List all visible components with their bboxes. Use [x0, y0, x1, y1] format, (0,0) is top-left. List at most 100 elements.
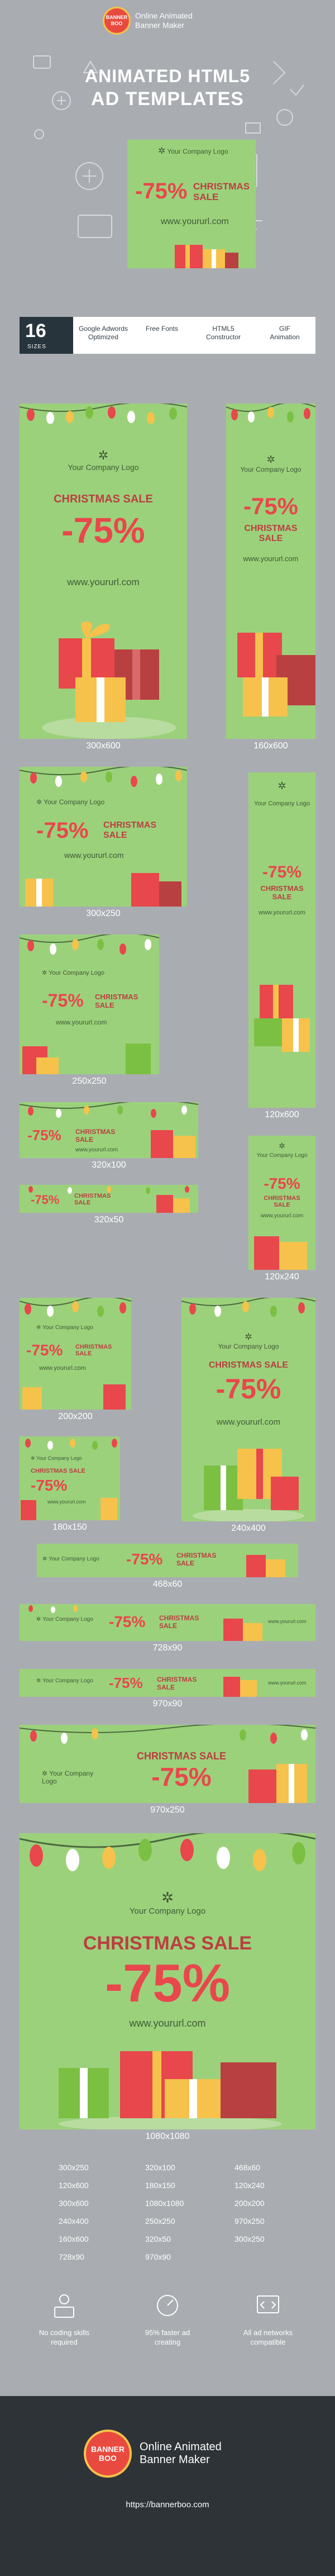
snowflake-icon: ✲	[279, 1141, 285, 1150]
brand-logo[interactable]: BANNER BOO Online Animated Banner Maker	[103, 7, 237, 35]
ad-discount: -75%	[27, 1127, 61, 1144]
snowflake-icon: ✲	[245, 1332, 252, 1342]
ad-logo: Your Company Logo	[256, 1152, 308, 1159]
size-list-item: 300x250	[59, 2163, 89, 2172]
snowflake-icon: ✲	[277, 780, 286, 791]
size-list-item: 970x90	[145, 2252, 171, 2261]
ad-970x250[interactable]: ✲ Your Company Logo CHRISTMAS SALE -75%	[20, 1725, 315, 1803]
header: BANNER BOO Online Animated Banner Maker …	[0, 0, 335, 313]
string-lights	[20, 934, 159, 955]
gift-boxes-icon	[22, 1043, 151, 1074]
footer-url-link[interactable]: https://bannerboo.com	[126, 2500, 209, 2509]
size-list-item: 970x250	[234, 2217, 265, 2226]
size-caption-160x600: 160x600	[253, 741, 288, 751]
ad-320x50[interactable]: -75% CHRISTMAS SALE	[20, 1185, 198, 1213]
ad-728x90[interactable]: ✲ Your Company Logo -75% CHRISTMAS SALE …	[20, 1604, 315, 1641]
ad-120x240[interactable]: ✲ Your Company Logo -75% CHRISTMAS SALE …	[248, 1136, 315, 1270]
size-caption-180x150: 180x150	[52, 1522, 87, 1532]
ad-240x400[interactable]: ✲ Your Company Logo CHRISTMAS SALE -75% …	[181, 1298, 315, 1521]
ad-url: www.yoururl.com	[268, 1619, 307, 1624]
ad-logo: ✲ Your Company Logo	[20, 1889, 315, 1916]
ad-200x200[interactable]: ✲ Your Company Logo -75% CHRISTMAS SALE …	[20, 1298, 131, 1410]
benefit-text: No coding skills required	[39, 2328, 90, 2346]
size-list-item: 728x90	[59, 2252, 84, 2261]
size-list: 300x250 320x100 468x60 120x600 180x150 1…	[0, 2163, 335, 2297]
size-list-item: 180x150	[145, 2181, 175, 2190]
ad-sale: CHRISTMAS SALE	[159, 1614, 199, 1630]
ad-url: www.yoururl.com	[260, 1213, 304, 1219]
footer-brand-logo[interactable]: BANNER BOO Online Animated Banner Maker	[84, 2430, 251, 2478]
ad-sale: CHRISTMAS SALE	[103, 820, 157, 840]
ad-300x250[interactable]: ✲ Your Company Logo -75% CHRISTMAS SALE …	[20, 767, 187, 907]
gift-boxes-icon	[42, 622, 176, 739]
ad-sale: CHRISTMAS SALE	[208, 1360, 289, 1370]
ad-discount: -75%	[151, 1762, 212, 1791]
gift-boxes-icon	[21, 1498, 117, 1520]
ad-logo: ✲ Your Company Logo	[20, 448, 187, 472]
size-caption-120x600: 120x600	[265, 1110, 299, 1119]
ad-url: www.yoururl.com	[67, 577, 140, 587]
ad-sale: CHRISTMAS SALE	[264, 1195, 300, 1208]
ad-discount: -75%	[264, 1175, 300, 1192]
ad-160x600[interactable]: ✲ Your Company Logo -75% CHRISTMAS SALE …	[226, 404, 315, 739]
ad-sale: CHRISTMAS SALE	[54, 493, 153, 505]
ad-discount: -75%	[109, 1674, 143, 1691]
person-computer-icon	[54, 2294, 74, 2318]
size-list-item: 300x250	[234, 2235, 265, 2243]
size-list-item: 320x100	[145, 2163, 175, 2172]
ad-320x100[interactable]: -75% CHRISTMAS SALE www.yoururl.com	[20, 1102, 198, 1158]
ad-250x250[interactable]: ✲ Your Company Logo -75% CHRISTMAS SALE …	[20, 934, 159, 1074]
ad-180x150[interactable]: ✲ Your Company Logo CHRISTMAS SALE -75% …	[20, 1436, 120, 1520]
gift-boxes-icon	[156, 1195, 190, 1213]
ad-logo: ✲ Your Company Logo	[36, 1678, 93, 1684]
gift-boxes-icon	[254, 1236, 307, 1270]
size-list-item: 160x600	[59, 2235, 89, 2243]
size-caption-1080x1080: 1080x1080	[145, 2132, 190, 2141]
size-caption-300x600: 300x600	[86, 741, 121, 751]
gift-boxes-icon	[59, 2051, 282, 2129]
ad-970x90[interactable]: ✲ Your Company Logo -75% CHRISTMAS SALE …	[20, 1669, 315, 1697]
ad-discount: -75%	[26, 1341, 63, 1359]
size-list-item: 1080x1080	[145, 2199, 184, 2208]
size-caption-970x250: 970x250	[150, 1805, 185, 1815]
ad-discount: -75%	[262, 863, 302, 881]
feature-item: HTML5 Constructor	[205, 325, 241, 341]
ad-sale: CHRISTMAS SALE	[95, 993, 138, 1009]
string-lights	[20, 767, 187, 787]
page-title-line2: AD TEMPLATES	[91, 88, 244, 110]
size-caption-200x200: 200x200	[58, 1412, 93, 1421]
ad-discount: -75%	[104, 1953, 231, 2013]
feature-item: GIF Animation	[270, 325, 300, 341]
ad-discount: -75%	[61, 510, 145, 551]
ad-sale: CHRISTMAS SALE	[31, 1468, 85, 1474]
ad-sale: CHRISTMAS SALE	[260, 884, 304, 901]
size-list-item: 240x400	[59, 2217, 89, 2226]
ad-url: www.yoururl.com	[129, 2018, 206, 2029]
gift-boxes-icon	[25, 873, 181, 907]
doodle-icons	[33, 55, 304, 139]
footer-logo-badge: BANNER BOO	[84, 2430, 132, 2478]
ad-sale: CHRISTMAS SALE	[176, 1552, 217, 1567]
size-caption-728x90: 728x90	[152, 1643, 183, 1653]
size-count-badge: 16 SIZES	[20, 317, 73, 354]
ad-sale: CHRISTMAS SALE	[75, 1128, 116, 1144]
snowflake-icon: ✲	[161, 1889, 174, 1906]
logo-badge: BANNER BOO	[103, 7, 131, 35]
hero-ad-sale: CHRISTMAS SALE	[193, 181, 250, 202]
ad-url: www.yoururl.com	[259, 909, 305, 916]
gift-icon	[175, 245, 238, 268]
string-lights	[226, 404, 315, 423]
ad-468x60[interactable]: ✲ Your Company Logo -75% CHRISTMAS SALE	[37, 1544, 298, 1577]
size-caption-468x60: 468x60	[152, 1579, 183, 1589]
ad-300x600[interactable]: ✲ Your Company Logo CHRISTMAS SALE -75% …	[20, 404, 187, 739]
ad-120x600[interactable]: ✲ Your Company Logo -75% CHRISTMAS SALE …	[248, 772, 315, 1108]
ad-discount: -75%	[31, 1477, 68, 1494]
size-caption-970x90: 970x90	[152, 1699, 183, 1709]
ad-sale: CHRISTMAS SALE	[83, 1933, 252, 1954]
ad-logo: ✲ Your Company Logo	[181, 1331, 315, 1350]
ad-logo: ✲ Your Company Logo	[36, 1325, 93, 1331]
size-list-item: 300x600	[59, 2199, 89, 2208]
ad-url: www.yoururl.com	[268, 1680, 307, 1686]
ad-1080x1080[interactable]: ✲ Your Company Logo CHRISTMAS SALE -75% …	[20, 1833, 315, 2129]
string-lights	[181, 1298, 315, 1317]
